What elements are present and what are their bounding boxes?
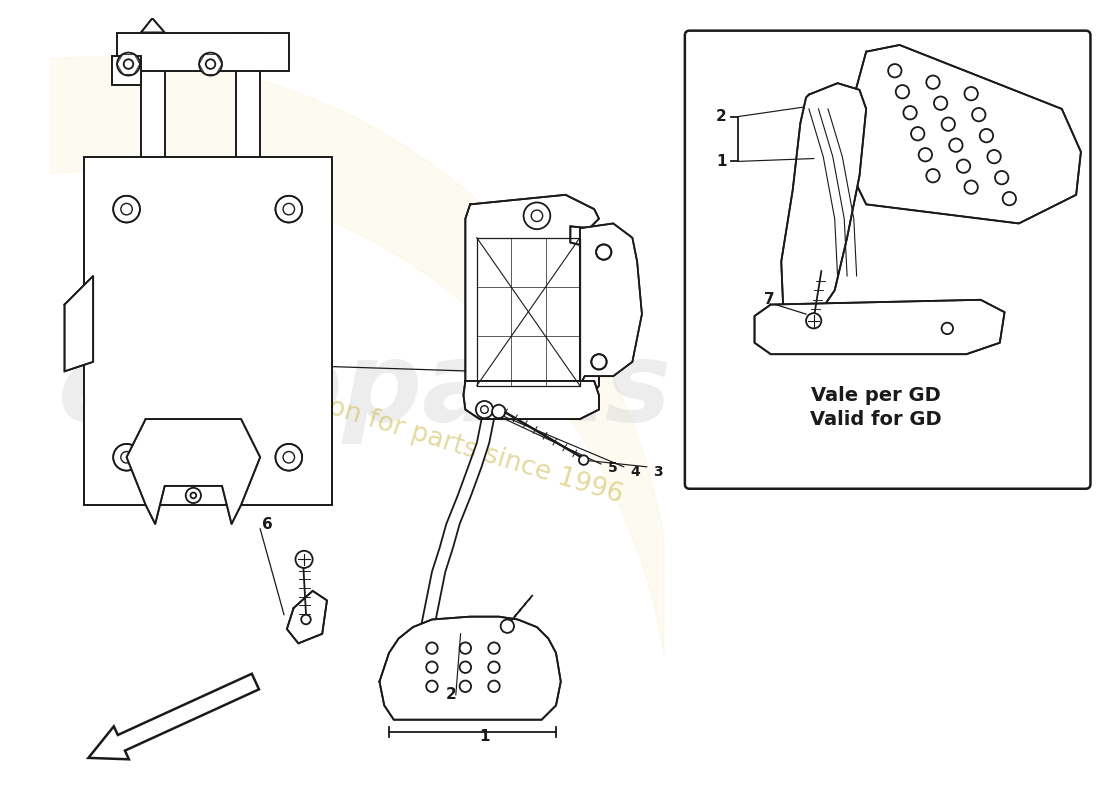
Polygon shape: [84, 157, 332, 505]
Circle shape: [476, 401, 493, 418]
Circle shape: [117, 53, 140, 75]
Text: 2: 2: [446, 687, 456, 702]
Circle shape: [500, 619, 514, 633]
Polygon shape: [781, 83, 866, 319]
Text: Valid for GD: Valid for GD: [810, 410, 942, 429]
Polygon shape: [755, 300, 1004, 354]
Circle shape: [592, 354, 606, 370]
Polygon shape: [112, 57, 141, 85]
Polygon shape: [580, 223, 642, 386]
Polygon shape: [141, 18, 165, 33]
Text: Vale per GD: Vale per GD: [811, 386, 940, 405]
Text: 1: 1: [716, 154, 726, 169]
Polygon shape: [379, 617, 561, 720]
Circle shape: [113, 196, 140, 222]
Polygon shape: [463, 381, 600, 419]
Circle shape: [596, 245, 612, 260]
Text: 6: 6: [263, 517, 273, 531]
Text: europarts: europarts: [58, 337, 672, 444]
Polygon shape: [236, 33, 261, 381]
Text: 5: 5: [607, 461, 617, 474]
Text: 3: 3: [653, 465, 663, 478]
Circle shape: [275, 444, 302, 470]
Circle shape: [481, 406, 488, 414]
Polygon shape: [65, 276, 94, 371]
Text: a passion for parts since 1996: a passion for parts since 1996: [238, 367, 627, 509]
Circle shape: [199, 53, 222, 75]
FancyArrow shape: [88, 674, 258, 759]
Polygon shape: [845, 45, 1081, 223]
Text: 1: 1: [480, 730, 490, 744]
Polygon shape: [465, 195, 600, 400]
Circle shape: [275, 196, 302, 222]
Polygon shape: [126, 419, 261, 524]
Text: 4: 4: [630, 465, 640, 478]
Circle shape: [524, 202, 550, 229]
Polygon shape: [117, 33, 289, 70]
Polygon shape: [287, 591, 327, 643]
Circle shape: [190, 493, 196, 498]
Text: 2: 2: [716, 109, 726, 124]
Polygon shape: [141, 33, 165, 381]
Text: 7: 7: [764, 292, 776, 307]
Circle shape: [113, 444, 140, 470]
Circle shape: [579, 455, 588, 465]
Circle shape: [492, 405, 505, 418]
Circle shape: [296, 550, 312, 568]
Circle shape: [806, 313, 822, 329]
FancyBboxPatch shape: [685, 30, 1090, 489]
